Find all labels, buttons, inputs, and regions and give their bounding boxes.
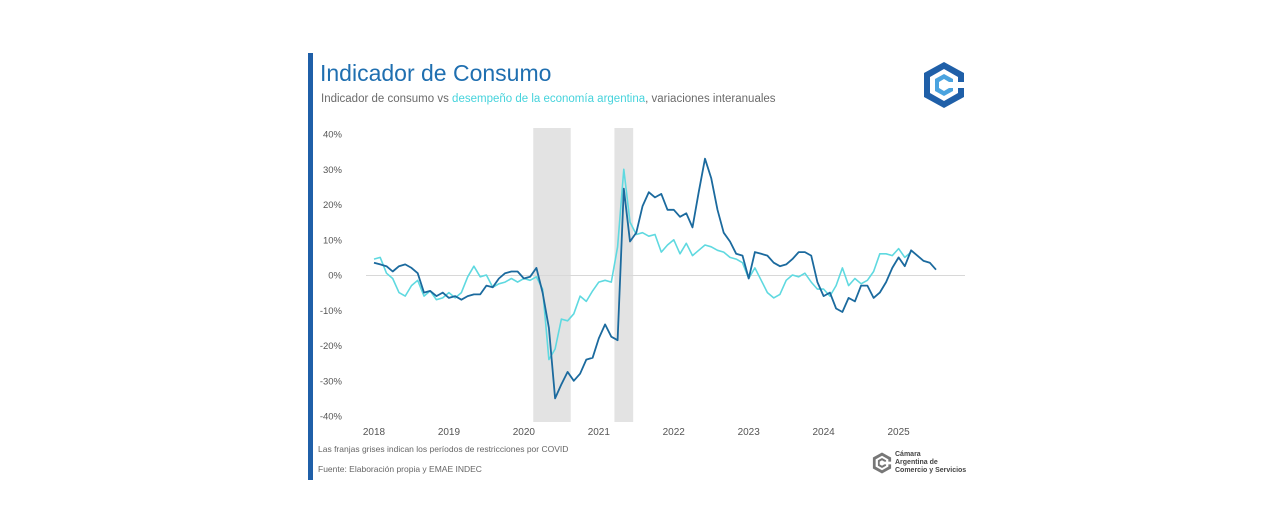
x-tick-label: 2019 [438,427,461,438]
y-tick-label: -20% [320,341,343,352]
series-lines [373,157,937,400]
org-name: Cámara Argentina de Comercio y Servicios [895,451,975,475]
cac-small-logo-icon [872,452,892,474]
x-axis: 2018 2019 2020 2021 2022 2023 2024 2025 [363,427,910,438]
y-tick-label: 20% [323,200,343,211]
org-name-line2: Argentina de [895,459,938,466]
y-tick-label: -30% [320,376,343,387]
x-tick-label: 2018 [363,427,386,438]
series-line-dark [373,157,937,400]
x-tick-label: 2023 [738,427,761,438]
x-tick-label: 2025 [887,427,910,438]
y-tick-label: 10% [323,235,343,246]
chart-card [308,53,973,480]
subtitle-highlight: desempeño de la economía argentina [452,93,646,105]
x-tick-label: 2021 [588,427,611,438]
cac-logo-icon [924,62,966,108]
series-line-light [373,168,912,361]
y-tick-label: -10% [320,306,343,317]
x-tick-label: 2020 [513,427,536,438]
covid-note: Las franjas grises indican los períodos … [318,444,569,454]
x-tick-label: 2022 [663,427,686,438]
x-tick-label: 2024 [813,427,836,438]
y-tick-label: 0% [328,271,342,282]
org-name-line3: Comercio y Servicios [895,467,967,474]
subtitle-text-1: Indicador de consumo vs [321,93,453,105]
y-tick-label: 30% [323,165,343,176]
accent-bar [308,53,313,480]
org-name-line1: Cámara [895,451,921,458]
y-tick-label: -40% [320,412,343,423]
subtitle: Indicador de consumo vs desempeño de la … [321,93,776,105]
y-tick-label: 40% [323,130,343,141]
source-text: Fuente: Elaboración propia y EMAE INDEC [318,464,482,474]
subtitle-text-2: , variaciones interanuales [645,93,776,105]
y-axis: 40% 30% 20% 10% 0% -10% -20% -30% -40% [320,130,343,423]
page-title: Indicador de Consumo [320,60,552,86]
